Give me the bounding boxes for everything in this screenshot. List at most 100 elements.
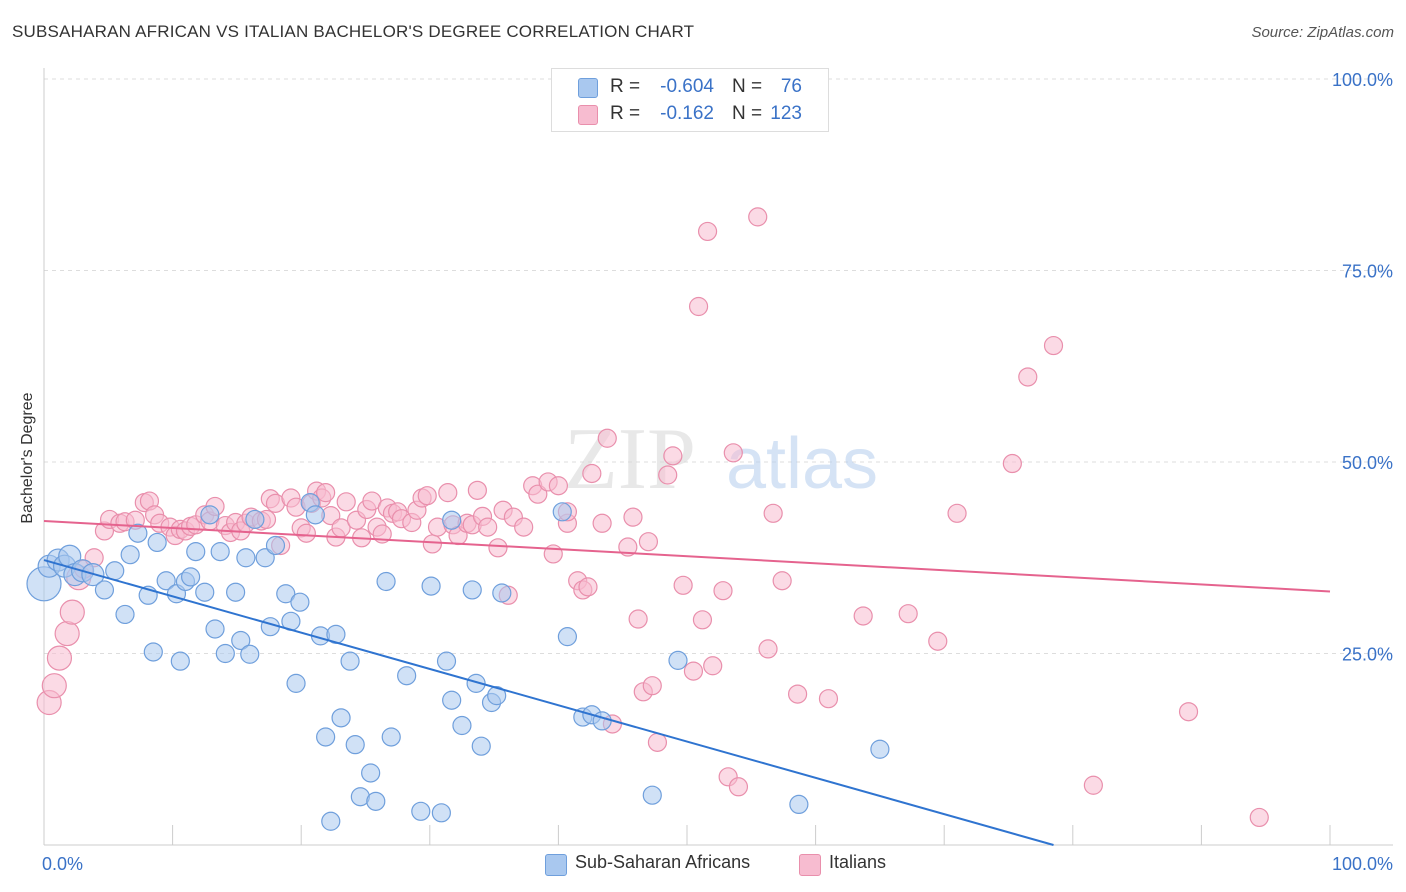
italians-point: [638, 532, 659, 552]
italians-point: [928, 631, 948, 651]
sub-saharan-point: [156, 571, 176, 591]
italians-point: [713, 581, 733, 601]
sub-saharan-point: [557, 627, 578, 647]
sub-saharan-point: [128, 523, 148, 543]
italians-point: [658, 465, 678, 485]
sub-saharan-point: [255, 548, 275, 568]
italians-point: [697, 221, 718, 242]
legend-row-italians: R = -0.162 N = 123: [552, 100, 828, 128]
sub-saharan-point: [94, 580, 115, 600]
italians-point: [528, 484, 548, 504]
sub-saharan-point: [381, 727, 401, 747]
sub-saharan-point: [552, 502, 572, 522]
sub-saharan-point: [205, 619, 225, 639]
sub-saharan-point: [642, 785, 662, 805]
source-credit: Source: ZipAtlas.com: [1251, 24, 1394, 41]
sub-saharan-point: [436, 651, 457, 671]
legend-n-value: 76: [780, 76, 802, 97]
italians-point: [772, 571, 792, 591]
italians-point: [1178, 702, 1199, 722]
y-tick-labels: 25.0% 50.0% 75.0% 100.0%: [1332, 70, 1393, 665]
sub-saharan-point: [265, 535, 286, 556]
italians-point: [54, 620, 80, 647]
italians-point: [296, 523, 316, 543]
italians-point: [818, 689, 839, 709]
legend-swatch-pink: [578, 105, 598, 125]
stats-legend: R = -0.604 N = 76 R = -0.162 N = 123: [551, 68, 829, 132]
legend-swatch-blue: [578, 78, 598, 98]
y-tick-label: 100.0%: [1332, 70, 1393, 90]
italians-point: [59, 599, 85, 625]
italians-point: [628, 609, 648, 629]
watermark: ZIP atlas: [564, 411, 878, 508]
italians-point: [748, 207, 768, 227]
sub-saharan-point: [120, 545, 140, 565]
italians-swatch: [799, 854, 821, 876]
italians-point: [853, 606, 873, 626]
italians-point: [467, 480, 487, 500]
y-tick-label: 75.0%: [1342, 262, 1393, 282]
legend-r-label: R =: [610, 76, 641, 97]
italians-point: [688, 296, 709, 317]
sub-saharan-point: [181, 567, 201, 587]
italians-point: [663, 446, 683, 466]
italians-point: [478, 517, 498, 537]
x-tick-label-max: 100.0%: [1332, 854, 1393, 874]
sub-saharan-point: [115, 604, 135, 625]
italians-points: [36, 207, 1269, 828]
sub-saharan-point: [397, 666, 417, 686]
sub-saharan-point: [316, 727, 336, 747]
axes: [43, 68, 1393, 846]
sub-saharan-point: [340, 651, 360, 671]
italians-point: [514, 517, 534, 537]
italians-point: [728, 777, 749, 797]
italians-point: [488, 538, 508, 558]
chart-title: SUBSAHARAN AFRICAN VS ITALIAN BACHELOR'S…: [12, 22, 695, 41]
sub-saharan-point: [210, 542, 230, 562]
sub-saharan-point: [668, 650, 688, 670]
sub-saharan-point: [305, 505, 325, 525]
y-axis-label: Bachelor's Degree: [19, 392, 36, 524]
italians-point: [692, 610, 713, 630]
italians-point: [1083, 775, 1103, 795]
italians-point: [787, 684, 808, 704]
italians-point: [683, 661, 704, 681]
sub-saharan-point: [286, 673, 306, 693]
sub-saharan-point: [592, 711, 612, 731]
legend-row-sub-saharan: R = -0.604 N = 76: [552, 73, 828, 101]
sub-saharan-point: [245, 509, 265, 530]
sub-saharan-point: [431, 803, 451, 823]
sub-saharan-point: [366, 791, 386, 811]
italians-point: [673, 575, 693, 595]
sub-saharan-point: [147, 532, 167, 553]
italians-point: [438, 483, 458, 503]
sub-saharan-point: [452, 715, 472, 736]
italians-point: [647, 732, 668, 752]
sub-saharan-point: [170, 651, 190, 671]
sub-saharan-point: [143, 642, 163, 662]
watermark-atlas: atlas: [726, 424, 878, 504]
italians-point: [422, 534, 442, 554]
sub-saharan-point: [376, 571, 396, 592]
sub-saharan-point: [870, 739, 890, 759]
italians-point: [41, 673, 67, 699]
sub-saharan-point: [321, 811, 341, 831]
sub-saharan-point: [215, 643, 235, 664]
italians-point: [548, 476, 569, 496]
sub-saharan-point: [492, 583, 512, 603]
italians-trend-line: [43, 519, 1331, 593]
italians-point: [417, 486, 437, 506]
trend-lines: [43, 519, 1331, 846]
sub-saharan-trend-line: [43, 559, 1054, 846]
italians-point: [623, 507, 643, 527]
italians-point: [1002, 453, 1022, 474]
legend-r-value: -0.162: [660, 103, 714, 124]
italians-point: [592, 513, 612, 533]
sub-saharan-point: [361, 763, 381, 783]
italians-point: [316, 483, 336, 503]
italians-point: [642, 676, 662, 696]
sub-saharan-legend-label: Sub-Saharan Africans: [575, 852, 751, 872]
y-tick-label: 25.0%: [1342, 645, 1393, 665]
sub-saharan-point: [442, 690, 462, 710]
